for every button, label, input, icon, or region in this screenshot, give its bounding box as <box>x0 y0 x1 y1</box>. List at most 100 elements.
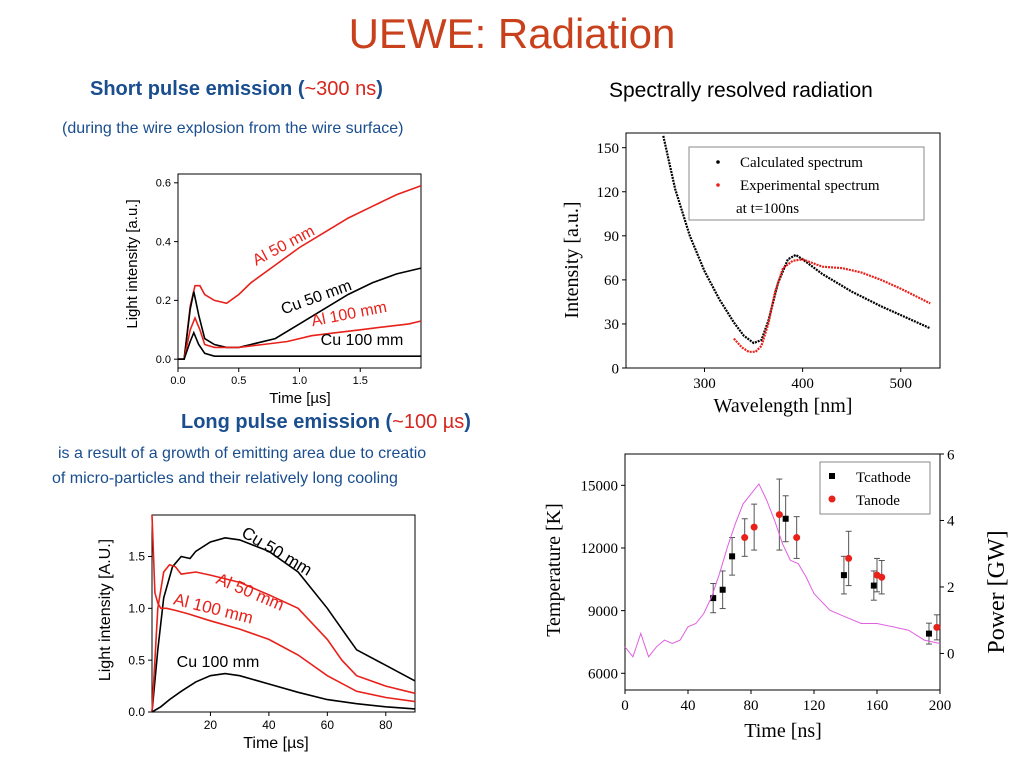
short-pulse-duration: ~300 ns <box>304 78 377 100</box>
long-pulse-y-axis-label: Light intensity [A.U.] <box>97 539 114 681</box>
temperature-frame <box>624 453 941 691</box>
long-pulse-x-tick-label: 20 <box>204 718 218 732</box>
temperature-y-axis-label: Temperature [K] <box>543 503 565 637</box>
spectrum-legend-time: at t=100ns <box>736 201 799 217</box>
long-pulse-series-al-50-mm-line <box>151 563 416 713</box>
spectrum-legend-marker-calculated <box>716 160 720 164</box>
spectrum-y-tick-label: 60 <box>604 273 619 289</box>
short-pulse-x-axis-label: Time [µs] <box>269 390 330 407</box>
long-pulse-y-tick-label: 0.0 <box>128 705 145 719</box>
temperature-x-tick-label: 160 <box>866 698 889 714</box>
long-pulse-y-tick-label: 1.5 <box>128 550 145 564</box>
spectrum-x-tick-label: 500 <box>890 376 913 392</box>
temperature-y2-tick-label: 0 <box>947 647 955 663</box>
temperature-series-tcathode-point <box>870 582 877 589</box>
short-pulse-heading: Short pulse emission (~300 ns) <box>90 78 383 101</box>
long-pulse-caption-line1: is a result of a growth of emitting area… <box>58 445 427 462</box>
spectral-heading: Spectrally resolved radiation <box>609 79 873 102</box>
spectrum-y-tick-label: 30 <box>604 317 619 333</box>
short-pulse-caption: (during the wire explosion from the wire… <box>62 120 404 137</box>
short-pulse-series-cu-100-mm-line <box>178 330 421 360</box>
spectrum-frame <box>625 132 941 369</box>
temperature-series-tanode-point <box>793 534 801 542</box>
temperature-series-tanode-point <box>933 623 941 631</box>
long-pulse-y-tick-label: 1.0 <box>128 602 145 616</box>
spectrum-y-tick-label: 90 <box>604 229 619 245</box>
temperature-y2-tick-label: 6 <box>947 447 955 463</box>
temperature-series-tcathode-point <box>840 572 847 579</box>
temperature-series-tanode-point <box>775 511 783 519</box>
temperature-y-tick-label: 12000 <box>581 541 619 557</box>
short-pulse-x-tick-label: 1.5 <box>353 375 368 387</box>
short-pulse-y-tick-label: 0.6 <box>156 178 171 190</box>
short-pulse-series-al-100-mm-line <box>178 315 422 360</box>
spectrum-x-axis-label: Wavelength [nm] <box>714 395 853 417</box>
temperature-x-axis-label: Time [ns] <box>744 720 822 742</box>
temperature-series-tcathode-point <box>729 553 736 560</box>
long-pulse-x-tick-label: 40 <box>262 718 276 732</box>
temperature-y2-tick-label: 4 <box>947 514 955 530</box>
temperature-series-tanode-point <box>845 554 853 562</box>
temperature-series-tanode-point <box>878 573 886 581</box>
temperature-y2-axis-label: Power [GW] <box>984 530 1010 653</box>
temperature-series-tcathode-point <box>782 515 789 522</box>
temperature-series-tcathode-point <box>710 595 717 602</box>
spectrum-y-tick-label: 150 <box>597 141 620 157</box>
short-pulse-heading-text: Short pulse emission ( <box>90 78 305 100</box>
long-pulse-label-cu-100-mm: Cu 100 mm <box>177 654 260 671</box>
short-pulse-y-axis-label: Light intensity [a.u.] <box>124 199 141 328</box>
spectrum-y-tick-label: 120 <box>597 185 620 201</box>
long-pulse-chart: 20 40 60 80 0.0 0.5 1.0 1.5 Time [µs] Light inten… <box>97 514 416 752</box>
spectrum-x-tick-label: 400 <box>791 376 814 392</box>
long-pulse-heading: Long pulse emission (~100 µs) <box>181 411 471 434</box>
long-pulse-label-cu-50-mm: Cu 50 mm <box>238 523 315 580</box>
temperature-legend-tcathode: Tcathode <box>856 470 911 486</box>
temperature-series-power-line <box>624 482 941 658</box>
temperature-x-tick-label: 40 <box>681 698 696 714</box>
temperature-x-tick-label: 120 <box>803 698 826 714</box>
short-pulse-y-tick-label: 0.4 <box>156 236 171 248</box>
long-pulse-series-cu-100-mm-line <box>151 672 416 713</box>
short-pulse-heading-close: ) <box>376 78 383 100</box>
temperature-legend-box <box>819 461 931 515</box>
long-pulse-heading-text: Long pulse emission ( <box>181 411 393 433</box>
temperature-y-tick-label: 9000 <box>588 604 618 620</box>
short-pulse-y-tick-label: 0.2 <box>156 295 171 307</box>
spectrum-legend-marker-experimental <box>716 183 720 187</box>
short-pulse-x-tick-label: 0.5 <box>231 375 246 387</box>
temperature-series-tanode-point <box>750 523 758 531</box>
spectrum-legend-calculated: Calculated spectrum <box>740 155 863 171</box>
temperature-series-tcathode-point <box>925 630 932 637</box>
temperature-x-tick-label: 80 <box>744 698 759 714</box>
temperature-legend-marker-tanode <box>828 495 836 503</box>
temperature-series-tanode-point <box>741 534 749 542</box>
spectrum-chart: 300 400 500 0 30 60 90 120 150 Wavelength [nm] Int… <box>561 132 941 417</box>
slide-title: UEWE: Radiation <box>348 10 676 57</box>
long-pulse-y-tick-label: 0.5 <box>128 653 145 667</box>
temperature-x-tick-label: 0 <box>621 698 629 714</box>
short-pulse-label-al-50-mm: Al 50 mm <box>250 223 318 270</box>
spectrum-legend-box <box>688 146 925 221</box>
temperature-legend-tanode: Tanode <box>856 493 900 509</box>
long-pulse-x-axis-label: Time [µs] <box>243 735 309 752</box>
short-pulse-chart: 0.0 0.5 1.0 1.5 0.0 0.2 0.4 0.6 Time [µs] Light i… <box>124 173 422 407</box>
short-pulse-label-cu-100-mm: Cu 100 mm <box>321 332 404 349</box>
long-pulse-caption-line2: of micro-particles and their relatively … <box>52 470 398 487</box>
temperature-y-tick-label: 6000 <box>588 667 618 683</box>
long-pulse-x-tick-label: 80 <box>379 718 393 732</box>
long-pulse-duration: ~100 µs <box>392 411 465 433</box>
spectrum-y-tick-label: 0 <box>612 361 620 377</box>
short-pulse-y-tick-label: 0.0 <box>156 354 171 366</box>
temperature-x-tick-label: 200 <box>929 698 952 714</box>
short-pulse-x-tick-label: 1.0 <box>292 375 307 387</box>
long-pulse-x-tick-label: 60 <box>321 718 335 732</box>
spectrum-legend-experimental: Experimental spectrum <box>740 178 880 194</box>
temperature-legend-marker-tcathode <box>829 473 835 479</box>
temperature-y-tick-label: 15000 <box>581 479 619 495</box>
temperature-series-tcathode-point <box>719 586 726 593</box>
temperature-y2-tick-label: 2 <box>947 580 955 596</box>
spectrum-y-axis-label: Intensity [a.u.] <box>561 201 583 318</box>
long-pulse-heading-close: ) <box>464 411 471 433</box>
